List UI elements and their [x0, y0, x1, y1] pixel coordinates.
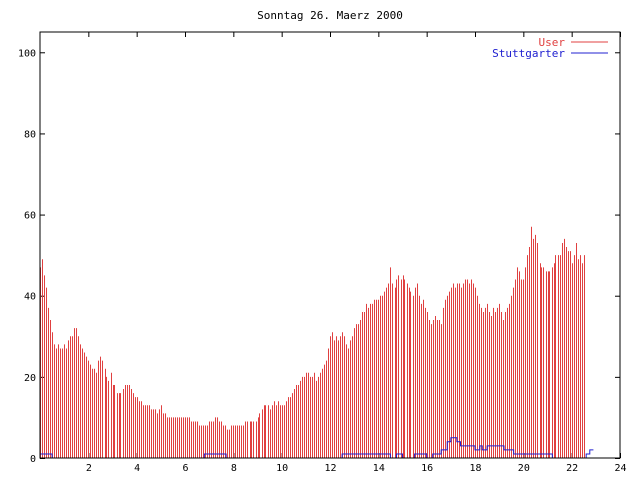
x-tick-label: 24 [614, 463, 626, 474]
x-tick-label: 18 [469, 463, 481, 474]
x-tick-label: 14 [373, 463, 385, 474]
chart-title: Sonntag 26. Maerz 2000 [257, 9, 403, 22]
y-tick-label: 60 [24, 211, 36, 222]
x-tick-label: 16 [421, 463, 433, 474]
x-tick-label: 10 [276, 463, 288, 474]
x-tick-label: 2 [86, 463, 92, 474]
y-tick-label: 0 [30, 454, 36, 465]
x-tick-label: 22 [566, 463, 578, 474]
x-tick-label: 20 [518, 463, 530, 474]
y-tick-label: 100 [18, 48, 36, 59]
plot-frame [39, 31, 621, 459]
line-stuttgarter [40, 437, 594, 459]
x-tick-label: 12 [324, 463, 336, 474]
legend-label-user: User [539, 36, 566, 49]
y-tick-label: 80 [24, 129, 36, 140]
legend-label-stuttgarter: Stuttgarter [492, 47, 565, 60]
y-tick-label: 20 [24, 373, 36, 384]
x-tick-label: 6 [182, 463, 188, 474]
x-tick-label: 4 [134, 463, 140, 474]
y-tick-label: 40 [24, 292, 36, 303]
plot-area [40, 32, 621, 459]
x-tick-label: 8 [231, 463, 237, 474]
legend: User Stuttgarter [492, 36, 608, 60]
